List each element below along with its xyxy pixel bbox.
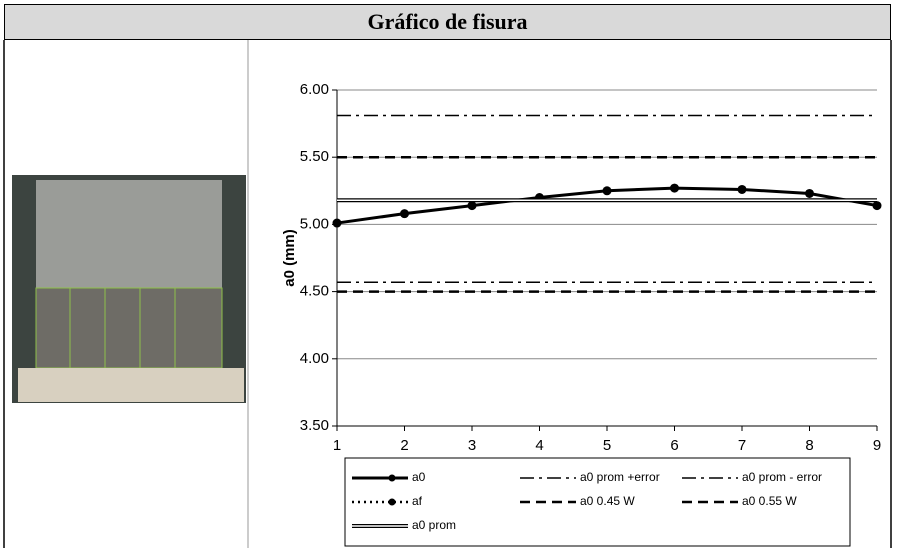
legend-label: a0 xyxy=(412,470,426,484)
series-marker xyxy=(872,201,882,211)
series-marker xyxy=(400,209,409,219)
series-marker xyxy=(332,218,342,228)
x-tick-label: 6 xyxy=(670,437,678,454)
legend-label: a0 prom - error xyxy=(742,470,822,484)
x-tick-label: 1 xyxy=(333,437,341,454)
x-tick-label: 3 xyxy=(468,437,476,454)
series-marker xyxy=(737,184,747,194)
x-tick-label: 4 xyxy=(535,437,543,454)
specimen-photo xyxy=(12,175,246,403)
y-tick-label: 4.00 xyxy=(300,350,329,367)
y-tick-label: 5.00 xyxy=(300,215,329,232)
x-tick-label: 7 xyxy=(738,437,746,454)
y-tick-label: 6.00 xyxy=(300,81,329,98)
title-bar: Gráfico de fisura xyxy=(4,4,891,40)
y-axis-label: a0 (mm) xyxy=(281,229,298,287)
y-tick-label: 3.50 xyxy=(300,417,329,434)
x-tick-label: 9 xyxy=(873,437,881,454)
legend xyxy=(344,457,851,547)
x-tick-label: 5 xyxy=(603,437,611,454)
photo-base xyxy=(18,368,244,402)
series-marker xyxy=(467,201,477,211)
series-marker xyxy=(805,188,814,198)
legend-label: a0 0.55 W xyxy=(742,494,797,508)
legend-marker xyxy=(388,474,396,482)
y-tick-label: 4.50 xyxy=(300,283,329,300)
legend-label: a0 prom xyxy=(412,518,456,532)
y-tick-label: 5.50 xyxy=(300,148,329,165)
x-tick-label: 2 xyxy=(400,437,408,454)
photo-upper xyxy=(36,180,222,290)
legend-label: a0 prom +error xyxy=(580,470,660,484)
photo-crack xyxy=(35,287,223,369)
series-marker xyxy=(670,183,679,193)
legend-label: af xyxy=(412,494,423,508)
legend-label: a0 0.45 W xyxy=(580,494,635,508)
legend-marker xyxy=(388,498,396,506)
x-tick-label: 8 xyxy=(805,437,813,454)
series-marker xyxy=(602,186,612,196)
